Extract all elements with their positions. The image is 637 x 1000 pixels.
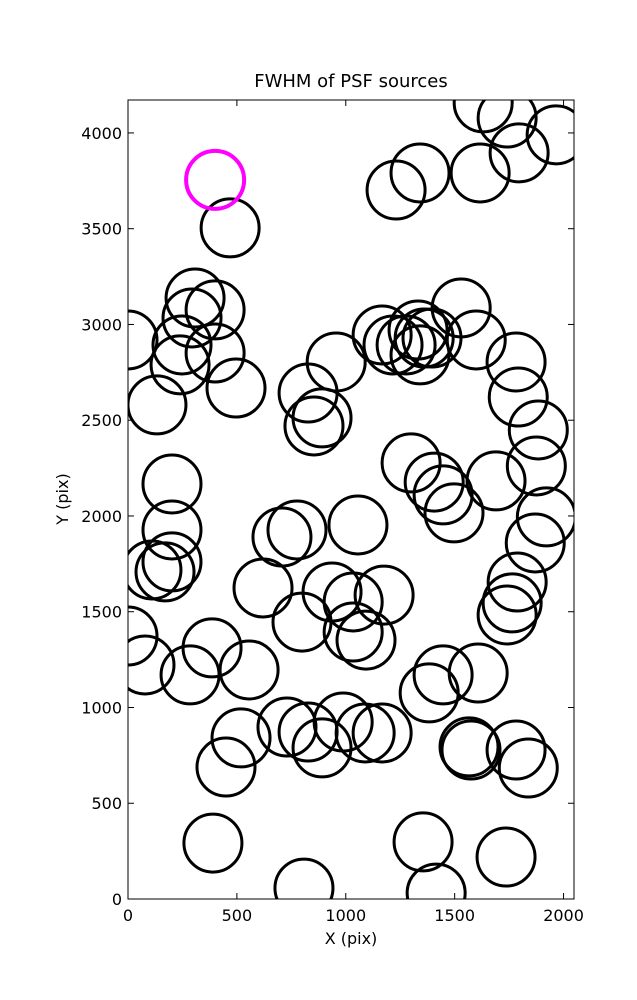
- source-circle: [389, 142, 451, 204]
- source-circle: [334, 702, 396, 764]
- y-axis-label: Y (pix): [53, 473, 72, 525]
- source-circle: [485, 719, 547, 781]
- source-circle: [505, 435, 567, 497]
- source-circle: [184, 322, 246, 384]
- y-tick-label: 2000: [81, 507, 122, 526]
- source-circle: [141, 453, 203, 515]
- source-circle: [351, 702, 413, 764]
- source-circle: [475, 826, 537, 888]
- source-circle: [128, 539, 183, 601]
- source-circle: [199, 197, 261, 259]
- x-tick-label: 500: [222, 906, 253, 925]
- source-circle: [322, 601, 384, 663]
- source-circle: [232, 557, 294, 619]
- x-tick-label: 1000: [325, 906, 366, 925]
- source-circle: [151, 314, 213, 376]
- source-circle: [481, 572, 543, 634]
- x-axis-label: X (pix): [325, 929, 378, 948]
- source-circle: [351, 304, 413, 366]
- source-circle: [486, 551, 548, 613]
- x-tick-label: 2000: [543, 906, 584, 925]
- source-circle: [465, 450, 527, 512]
- source-circle: [184, 279, 246, 341]
- source-circle: [266, 499, 328, 561]
- axes-frame: [127, 99, 575, 900]
- y-tick-label: 0: [112, 890, 122, 909]
- source-circle: [327, 494, 389, 556]
- source-circle: [447, 642, 509, 704]
- source-circle: [438, 716, 500, 778]
- source-circle: [128, 634, 176, 696]
- source-circle: [412, 644, 474, 706]
- y-tick-label: 1000: [81, 698, 122, 717]
- source-circle: [476, 584, 538, 646]
- source-circle: [488, 122, 550, 184]
- x-tick-label: 0: [123, 906, 133, 925]
- source-circle: [353, 564, 415, 626]
- source-circle: [497, 737, 559, 799]
- source-circle: [291, 387, 353, 449]
- source-circle: [271, 591, 333, 653]
- source-circle: [445, 309, 507, 371]
- source-circle: [525, 104, 574, 166]
- source-circle: [423, 482, 485, 544]
- source-circle: [392, 811, 454, 873]
- source-circle: [161, 287, 223, 349]
- source-circle: [487, 366, 549, 428]
- source-circle: [440, 719, 502, 781]
- source-circle: [164, 267, 226, 329]
- source-circle: [485, 331, 547, 393]
- highlight-circle: [184, 148, 247, 211]
- y-tick-label: 500: [91, 794, 122, 813]
- source-circle: [401, 307, 463, 369]
- source-circle: [389, 324, 451, 386]
- y-tick-label: 3000: [81, 315, 122, 334]
- source-circle: [195, 736, 257, 798]
- source-circle: [403, 451, 465, 513]
- source-circle: [335, 609, 397, 671]
- y-tick-label: 1500: [81, 603, 122, 622]
- x-tick-label: 1500: [434, 906, 475, 925]
- source-circle: [515, 486, 574, 548]
- source-circle: [128, 374, 188, 436]
- source-circle: [504, 512, 566, 574]
- source-circle: [365, 159, 427, 221]
- source-circle: [128, 309, 159, 371]
- source-circle: [380, 432, 442, 494]
- source-circle: [205, 357, 267, 419]
- source-circle: [149, 334, 211, 396]
- source-circle: [218, 639, 280, 701]
- source-circle: [283, 395, 345, 457]
- source-circle: [449, 142, 511, 204]
- y-tick-label: 2500: [81, 411, 122, 430]
- source-circle: [182, 812, 244, 874]
- source-circle: [405, 862, 467, 899]
- source-circle: [128, 605, 159, 667]
- chart-title: FWHM of PSF sources: [254, 71, 448, 92]
- source-circle: [291, 717, 353, 779]
- source-circle: [476, 100, 538, 149]
- source-circle: [387, 299, 449, 361]
- y-tick-label: 3500: [81, 220, 122, 239]
- source-circle: [210, 707, 272, 769]
- source-circle: [141, 499, 203, 561]
- source-circle: [273, 857, 335, 899]
- y-tick-label: 4000: [81, 124, 122, 143]
- plot-area: [128, 100, 574, 899]
- source-circle: [507, 399, 569, 461]
